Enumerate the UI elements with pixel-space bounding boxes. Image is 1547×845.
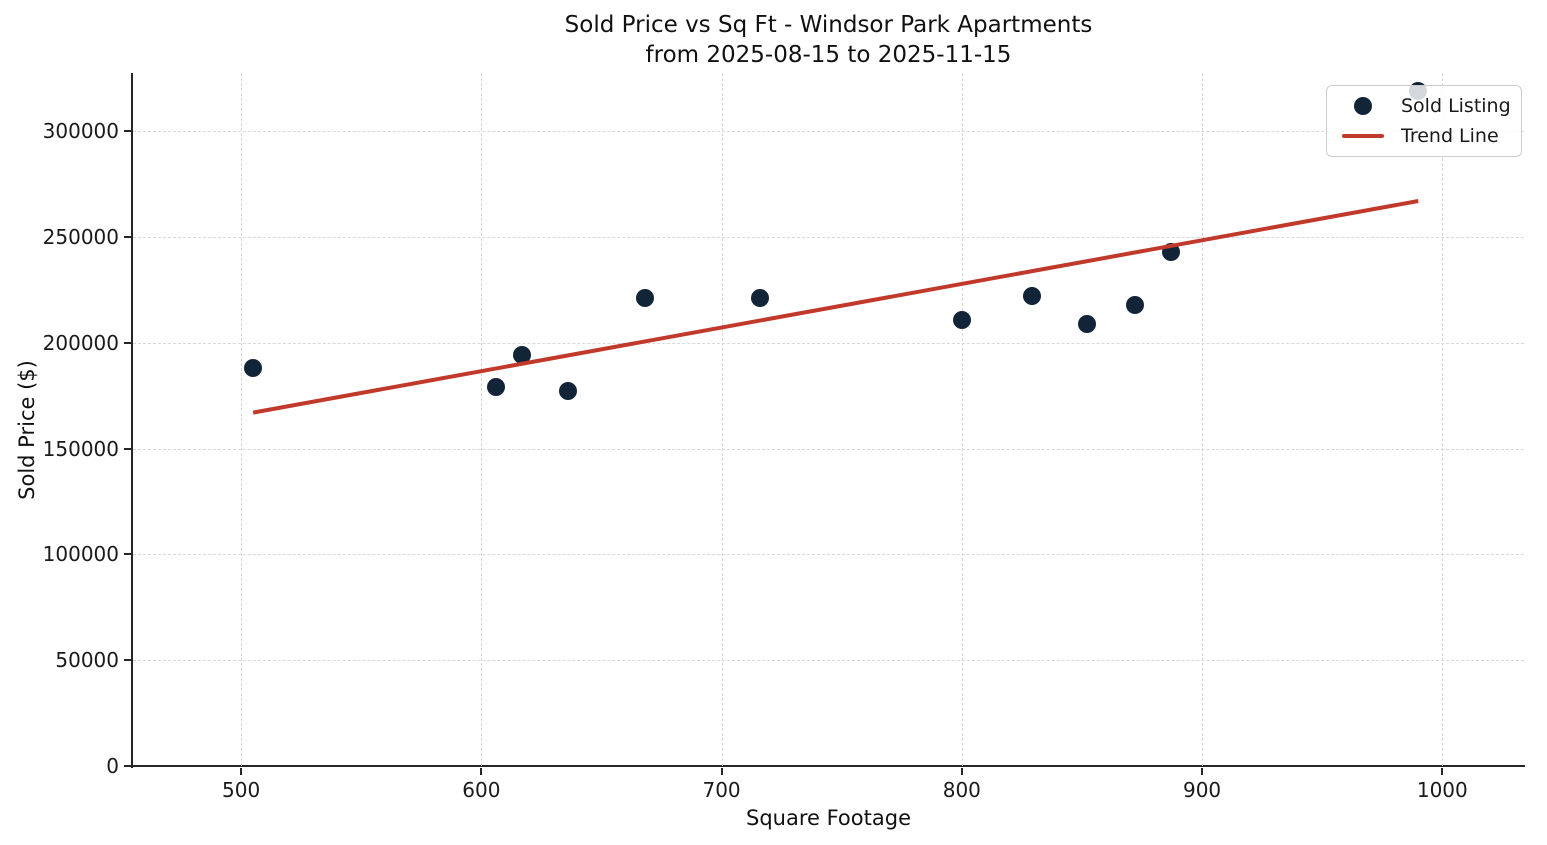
y-tick-mark <box>124 659 131 662</box>
x-tick-label: 500 <box>222 778 261 802</box>
legend-label: Trend Line <box>1401 125 1499 147</box>
grid-line-vertical <box>721 73 723 766</box>
data-point <box>513 346 532 365</box>
chart-title-line1: Sold Price vs Sq Ft - Windsor Park Apart… <box>564 12 1093 38</box>
data-point <box>952 310 971 329</box>
grid-line-vertical <box>1202 73 1204 766</box>
grid-line-horizontal <box>133 660 1524 662</box>
x-tick-mark <box>240 768 243 775</box>
data-point <box>1022 287 1041 306</box>
x-tick-mark <box>1441 768 1444 775</box>
y-tick-label: 250000 <box>42 224 119 249</box>
grid-line-horizontal <box>133 554 1524 556</box>
grid-line-horizontal <box>133 236 1524 238</box>
y-tick-label: 0 <box>106 754 119 778</box>
y-tick-label: 300000 <box>42 119 119 144</box>
x-tick-mark <box>720 768 723 775</box>
data-point <box>558 382 577 401</box>
x-tick-mark <box>480 768 483 775</box>
legend-label: Sold Listing <box>1401 95 1511 117</box>
x-tick-label: 600 <box>462 778 501 802</box>
chart-title: Sold Price vs Sq Ft - Windsor Park Apart… <box>133 10 1524 70</box>
y-tick-label: 50000 <box>55 648 119 673</box>
x-tick-label: 900 <box>1182 778 1222 802</box>
legend: Sold Listing Trend Line <box>1326 85 1522 157</box>
y-tick-mark <box>124 341 131 344</box>
legend-marker <box>1337 134 1389 138</box>
y-tick-mark <box>124 765 131 767</box>
y-tick-mark <box>124 447 131 450</box>
x-tick-mark <box>1201 768 1204 775</box>
y-axis-spine <box>131 73 133 768</box>
grid-line-horizontal <box>133 342 1524 344</box>
scatter-dot-icon <box>1354 97 1372 115</box>
y-tick-label: 200000 <box>42 330 119 355</box>
data-point <box>635 289 654 308</box>
grid-line-vertical <box>481 73 483 766</box>
plot-area: Sold Listing Trend Line 500 600 700 800 900 1… <box>43 73 1524 802</box>
legend-item-sold-listing: Sold Listing <box>1337 95 1511 117</box>
grid-line-vertical <box>1442 73 1444 766</box>
data-point <box>751 289 770 308</box>
y-axis-label: Sold Price ($) <box>15 360 39 500</box>
y-tick-mark <box>124 553 131 556</box>
data-point <box>1125 295 1144 314</box>
legend-item-trend-line: Trend Line <box>1337 125 1511 147</box>
x-axis-spine <box>131 765 1525 767</box>
trend-line-icon <box>1342 134 1384 138</box>
data-point <box>486 378 505 397</box>
x-axis-label: Square Footage <box>746 806 911 830</box>
y-tick-label: 100000 <box>42 542 119 567</box>
grid-line-vertical <box>961 73 963 766</box>
chart-title-line2: from 2025-08-15 to 2025-11-15 <box>645 42 1012 68</box>
x-tick-label: 700 <box>702 778 741 802</box>
y-tick-mark <box>124 130 131 133</box>
grid-line-horizontal <box>133 448 1524 450</box>
trend-line <box>252 199 1419 415</box>
data-point <box>244 359 263 378</box>
y-tick-label: 150000 <box>42 436 119 461</box>
y-tick-mark <box>124 235 131 238</box>
data-point <box>1077 314 1096 333</box>
x-tick-label: 1000 <box>1416 778 1468 802</box>
grid-line-horizontal <box>133 131 1524 133</box>
x-tick-mark <box>960 768 963 775</box>
grid-line-vertical <box>241 73 243 766</box>
legend-marker <box>1337 97 1389 115</box>
x-tick-label: 800 <box>942 778 981 802</box>
